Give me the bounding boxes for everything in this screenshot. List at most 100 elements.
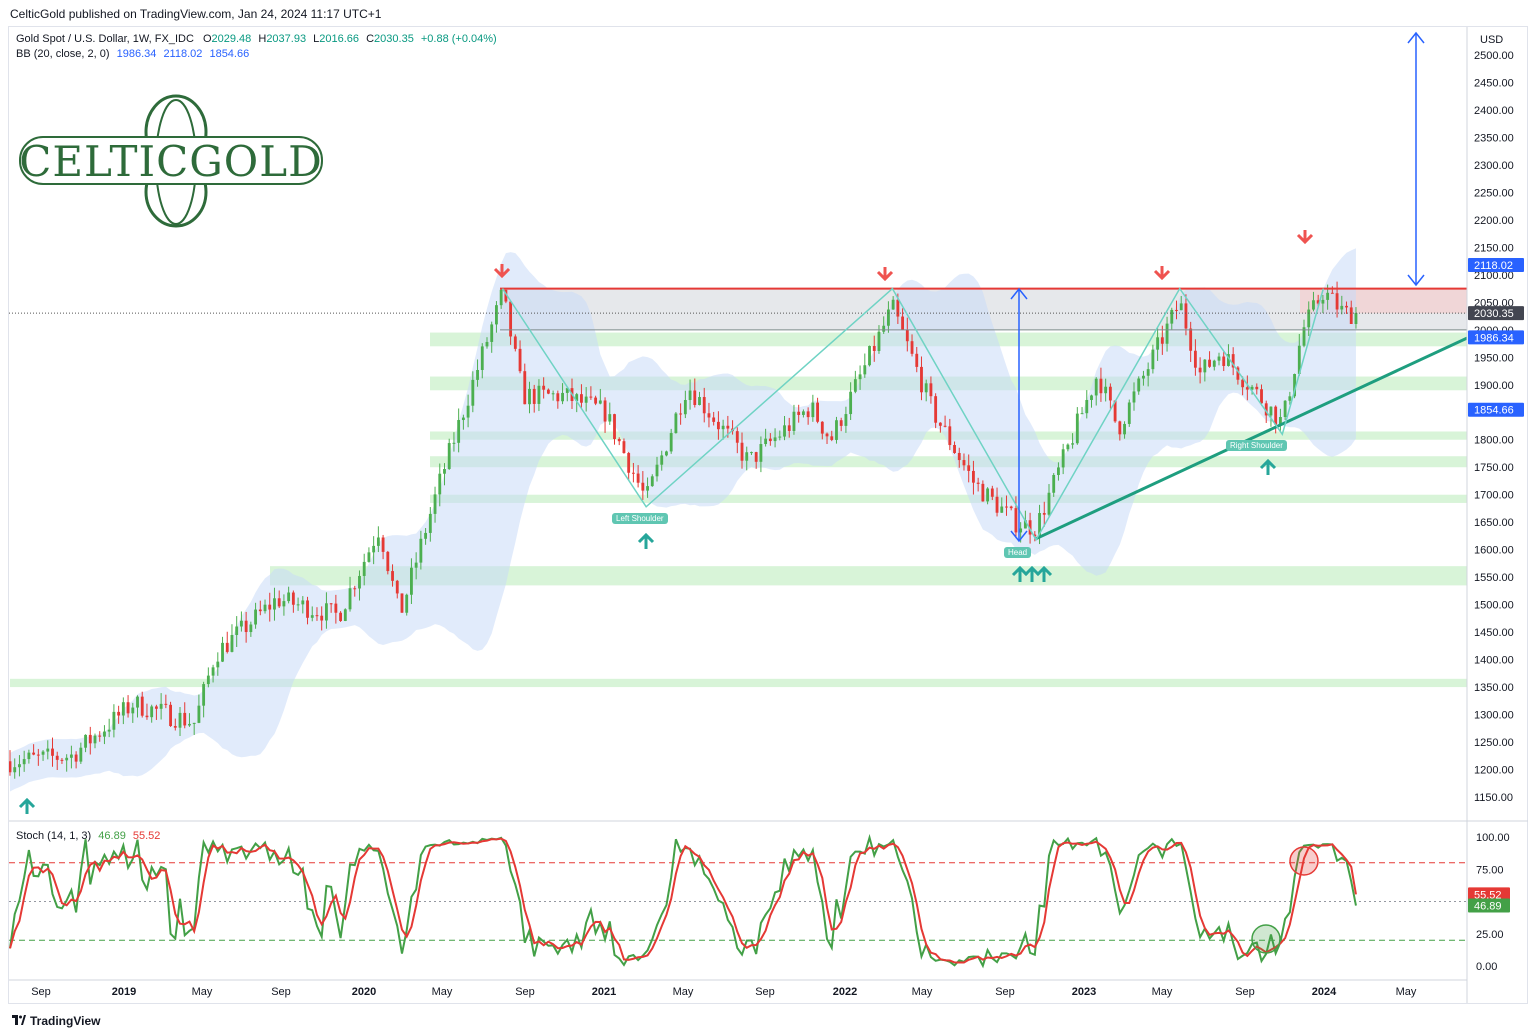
candle-body — [1005, 506, 1008, 508]
time-axis[interactable]: Sep 2019 May Sep 2020 May Sep 2021 May Sep 2022 May… — [9, 979, 1467, 998]
candle — [551, 390, 555, 401]
time-tick: 2022 — [833, 986, 857, 998]
stoch-k-value: 46.89 — [98, 830, 126, 842]
candle-body — [518, 348, 522, 372]
candle-body — [509, 301, 513, 337]
candle — [339, 611, 343, 622]
candle-body — [513, 336, 517, 349]
stoch-legend: Stoch (14, 1, 3) 46.89 55.52 — [16, 830, 160, 842]
candle — [953, 441, 956, 454]
candle-body — [1302, 327, 1306, 346]
candle — [1189, 321, 1193, 362]
green-up-arrow-head-1 — [1011, 565, 1029, 582]
brand-name: TradingView — [30, 1014, 101, 1028]
candle — [1345, 301, 1348, 314]
bb-label: BB (20, close, 2, 0) — [16, 48, 110, 60]
time-tick: Sep — [515, 986, 535, 998]
candle — [929, 376, 933, 404]
candle-body — [650, 476, 654, 487]
candle-body — [830, 436, 834, 440]
candle — [69, 745, 73, 769]
candle — [698, 391, 701, 406]
candle — [13, 758, 17, 779]
candle-body — [381, 537, 385, 552]
ohlc-close: 2030.35 — [374, 33, 414, 45]
candle — [872, 335, 876, 362]
candle — [990, 485, 994, 501]
candle — [764, 428, 768, 447]
candle-body — [948, 426, 952, 446]
candle — [598, 388, 602, 405]
candle-body — [622, 441, 626, 454]
candle — [797, 404, 801, 423]
candle-body — [1330, 292, 1334, 294]
candle — [1245, 375, 1249, 401]
candle — [145, 703, 149, 720]
price-tick: 1500.00 — [1474, 600, 1514, 612]
candle-body — [1227, 354, 1230, 366]
candle — [806, 407, 810, 425]
candle — [1255, 383, 1259, 395]
measure-head-top — [1010, 287, 1028, 300]
candle — [395, 579, 399, 599]
candle — [820, 421, 824, 440]
candle — [306, 596, 309, 625]
candle — [480, 343, 484, 379]
candle — [1151, 344, 1155, 374]
ohlc-open: 2029.48 — [211, 33, 252, 45]
candle — [211, 664, 215, 683]
candle — [792, 404, 796, 435]
celticgold-logo: CELTICGOLD — [19, 94, 323, 228]
price-tick: 2400.00 — [1474, 105, 1514, 117]
candle — [1075, 407, 1079, 445]
candle-body — [1165, 323, 1169, 344]
candle — [594, 395, 598, 406]
candle — [1184, 294, 1188, 336]
price-tag-box — [1468, 306, 1524, 321]
candle-body — [301, 600, 305, 605]
candle-body — [995, 496, 999, 513]
candle-body — [787, 425, 791, 431]
candle — [391, 564, 394, 587]
candle-body — [858, 374, 862, 380]
candle-body — [216, 661, 220, 668]
candle — [221, 636, 224, 663]
candle-body — [339, 612, 343, 621]
candle — [239, 611, 243, 632]
candle-body — [1231, 354, 1235, 368]
candle — [353, 585, 357, 597]
price-tick: 2350.00 — [1474, 132, 1514, 144]
candle — [447, 438, 451, 470]
price-tick: 1200.00 — [1474, 765, 1514, 777]
candle-body — [953, 445, 956, 453]
candle-body — [154, 706, 158, 709]
candle — [358, 570, 361, 601]
candle — [561, 383, 564, 405]
candle — [650, 474, 654, 487]
candle — [627, 451, 631, 481]
candle — [660, 450, 664, 471]
candle — [1146, 362, 1150, 387]
candle-body — [546, 389, 550, 394]
publisher-bar: CelticGold published on TradingView.com,… — [0, 0, 1536, 26]
down-arrow-head — [493, 267, 511, 279]
time-tick: May — [912, 986, 933, 998]
candle-body — [495, 305, 498, 325]
candle — [1293, 373, 1296, 399]
price-axis[interactable]: USD 2500.00 2450.00 2400.00 2350.00 2300.00 22… — [9, 27, 1528, 1003]
candle-body — [211, 667, 215, 676]
candle — [1297, 333, 1301, 376]
candle — [381, 534, 385, 560]
candle-body — [627, 453, 631, 473]
candle-body — [334, 603, 338, 613]
stoch-label: Stoch (14, 1, 3) — [16, 830, 92, 842]
candle-body — [1184, 303, 1188, 329]
candle — [244, 611, 248, 643]
candle — [400, 593, 404, 613]
price-tick: 1800.00 — [1474, 435, 1514, 447]
support-zone-6 — [10, 678, 1467, 688]
candle-body — [646, 486, 649, 491]
candle — [499, 288, 503, 309]
